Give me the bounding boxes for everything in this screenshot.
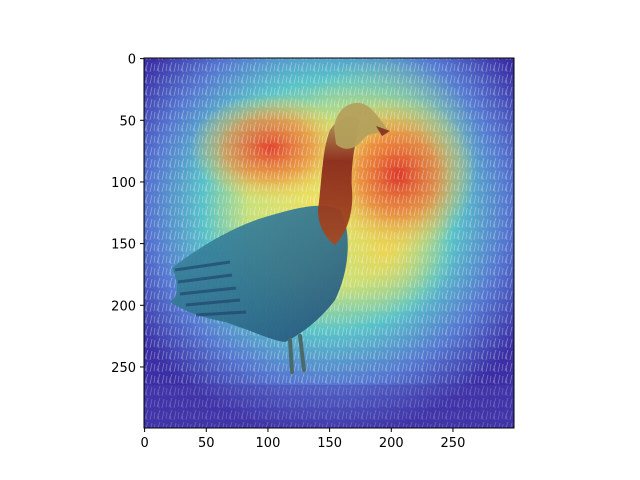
x-tick-label: 150	[317, 436, 342, 451]
x-tick-label: 0	[140, 436, 148, 451]
x-tick-label: 50	[198, 436, 215, 451]
y-tick-label: 50	[119, 114, 136, 129]
y-tick-label: 100	[111, 176, 136, 191]
x-tick-label: 100	[256, 436, 281, 451]
heatmap-image	[144, 58, 514, 428]
x-tick-label: 250	[441, 436, 466, 451]
y-tick-label: 250	[111, 361, 136, 376]
bird-silhouette	[170, 102, 390, 374]
x-tick-label: 200	[379, 436, 404, 451]
x-axis: 0 50 100 150 200 250	[140, 428, 465, 451]
y-tick-label: 200	[111, 299, 136, 314]
axes-frame	[143, 57, 515, 429]
y-tick-label: 150	[111, 238, 136, 253]
y-tick-label: 0	[128, 53, 136, 68]
y-axis: 0 50 100 150 200 250	[111, 53, 144, 376]
